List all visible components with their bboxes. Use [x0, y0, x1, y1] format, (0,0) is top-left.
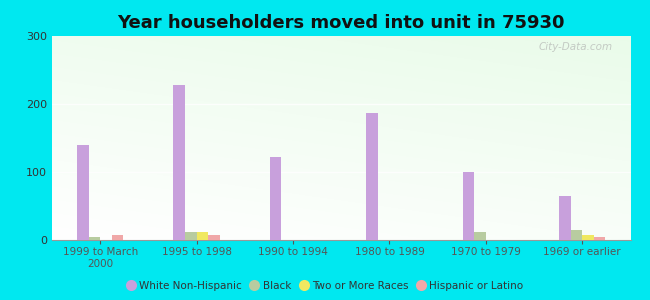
Bar	[77, 145, 88, 240]
Bar	[208, 235, 220, 240]
Bar	[594, 237, 605, 240]
Text: City-Data.com: City-Data.com	[539, 42, 613, 52]
Bar	[474, 232, 486, 240]
Bar	[196, 232, 208, 240]
Bar	[571, 230, 582, 240]
Bar	[367, 113, 378, 240]
Bar	[270, 157, 281, 240]
Bar	[463, 172, 474, 240]
Bar	[112, 235, 124, 240]
Bar	[174, 85, 185, 240]
Bar	[582, 235, 594, 240]
Bar	[185, 232, 196, 240]
Bar	[88, 237, 100, 240]
Legend: White Non-Hispanic, Black, Two or More Races, Hispanic or Latino: White Non-Hispanic, Black, Two or More R…	[122, 276, 528, 295]
Title: Year householders moved into unit in 75930: Year householders moved into unit in 759…	[118, 14, 565, 32]
Bar	[559, 196, 571, 240]
